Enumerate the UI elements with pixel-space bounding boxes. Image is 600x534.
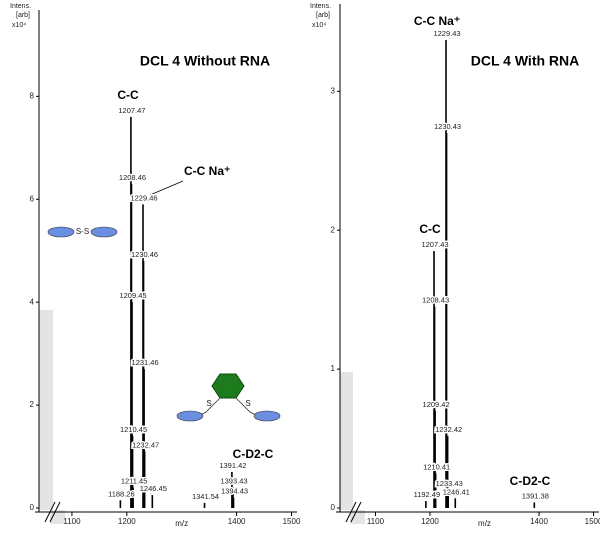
peak-label: 1208.46	[119, 173, 146, 182]
peak-label: 1233.43	[436, 479, 463, 488]
x-tick-label: 1400	[228, 517, 246, 526]
y-tick-label: 6	[30, 194, 35, 203]
y-tick-label: 0	[30, 503, 35, 512]
peak-label: 1211.45	[121, 476, 148, 485]
icon-label: S	[206, 399, 211, 408]
x-tick-label: 1100	[63, 517, 81, 526]
disulfide-icon: S-S	[47, 226, 118, 238]
peak-label: 1207.47	[118, 106, 145, 115]
peak-label: 1231.46	[132, 358, 159, 367]
x-tick-label: 1100	[367, 517, 385, 526]
peak-label: 1192.49	[414, 490, 441, 499]
axis-break	[44, 501, 61, 523]
y-tick-label: 1	[331, 364, 336, 373]
y-axis-scale: x10⁴	[12, 22, 26, 29]
shade	[39, 310, 53, 510]
chart-title: DCL 4 With RNA	[471, 53, 580, 69]
y-tick-label: 0	[331, 503, 336, 512]
x-axis-label: m/z	[175, 519, 188, 528]
peak-label: 1391.42	[219, 461, 246, 470]
peak-label: 1230.43	[434, 122, 461, 131]
leader-line	[149, 180, 184, 196]
peak-label: 1210.41	[423, 462, 450, 471]
y-tick-label: 4	[30, 297, 35, 306]
peak-label: 1391.38	[522, 491, 549, 500]
y-axis-unit: [arb]	[316, 12, 330, 19]
shade	[350, 510, 365, 524]
peak-label: 1229.46	[130, 193, 157, 202]
peak-label: 1246.41	[443, 487, 470, 496]
peak-label: 1188.26	[108, 489, 135, 498]
x-tick-label: 1400	[530, 517, 548, 526]
macrocycle-icon: S S	[176, 373, 281, 422]
x-tick-label: 1200	[118, 517, 136, 526]
annotation: C-D2-C	[233, 447, 274, 461]
y-tick-label: 3	[331, 86, 336, 95]
shade	[340, 372, 353, 510]
x-axis-label: m/z	[478, 519, 491, 528]
x-tick-label: 1200	[421, 517, 439, 526]
y-axis-unit: [arb]	[16, 12, 30, 19]
peak-label: 1209.45	[119, 291, 146, 300]
annotation: C-C Na⁺	[414, 14, 460, 28]
peak-label: 1341.54	[192, 492, 219, 501]
peak-label: 1229.43	[433, 29, 460, 38]
y-tick-label: 8	[30, 91, 35, 100]
icon-label: S-S	[76, 227, 89, 236]
peak-label: 1209.42	[423, 400, 450, 409]
peak-label: 1232.42	[435, 425, 462, 434]
annotation: C-C	[419, 222, 441, 236]
peak-label: 1207.43	[421, 240, 448, 249]
peak-label: 1210.45	[120, 425, 147, 434]
x-tick-label: 1500	[585, 517, 600, 526]
annotation: C-C Na⁺	[184, 164, 230, 178]
y-axis-label: Intens.	[10, 3, 31, 10]
peak-label: 1232.47	[132, 440, 159, 449]
y-axis-label: Intens.	[310, 3, 331, 10]
y-tick-label: 2	[331, 225, 336, 234]
peak-label: 1246.45	[140, 484, 167, 493]
peak-label: 1230.46	[131, 250, 158, 259]
axis-break	[345, 501, 362, 523]
icon-label: S	[245, 399, 250, 408]
peak-label: 1393.43	[220, 476, 247, 485]
chart-title: DCL 4 Without RNA	[140, 53, 270, 69]
peak-label: 1394.43	[221, 487, 248, 496]
y-axis-scale: x10⁴	[312, 22, 326, 29]
peak-label: 1208.43	[422, 296, 449, 305]
annotation: C-D2-C	[510, 474, 551, 488]
annotation: C-C	[117, 88, 139, 102]
x-tick-label: 1500	[283, 517, 301, 526]
y-tick-label: 2	[30, 400, 35, 409]
